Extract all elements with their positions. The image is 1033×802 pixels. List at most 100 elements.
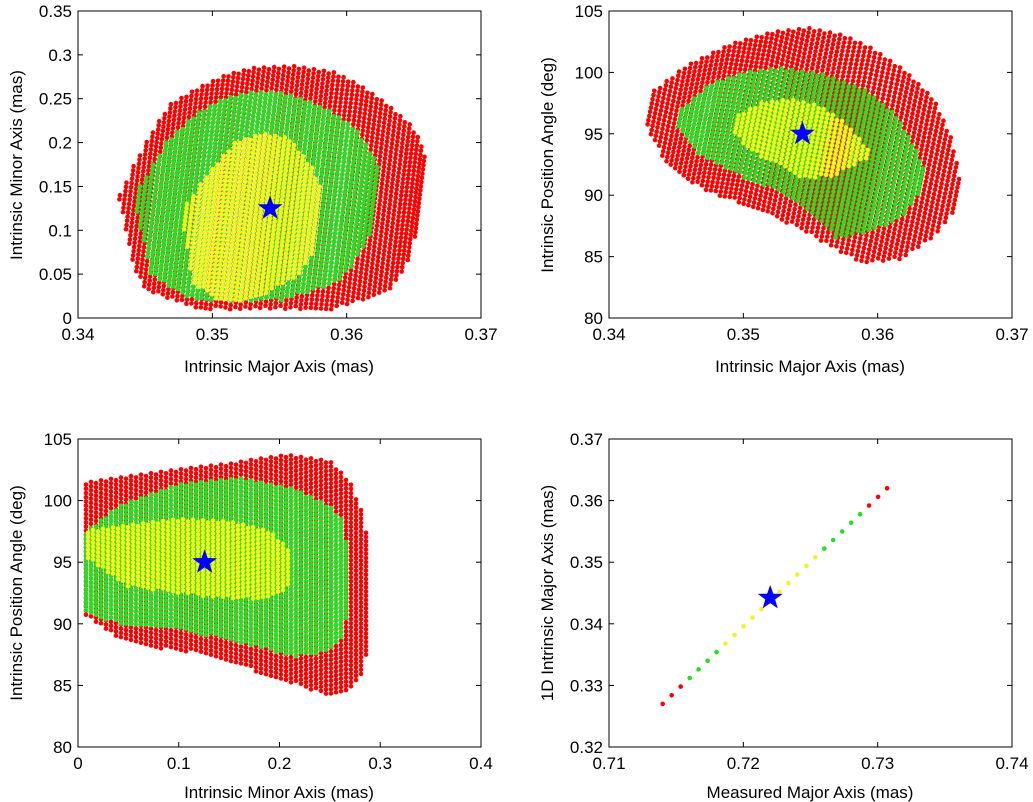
point-outer [128, 184, 134, 190]
point-outer [383, 147, 389, 153]
point-outer [383, 275, 389, 281]
point-middle [218, 140, 223, 145]
point-outer [271, 69, 277, 74]
point-middle [165, 170, 170, 176]
point-middle [345, 209, 351, 214]
point-outer [240, 80, 245, 86]
point-middle [174, 173, 180, 178]
point-middle [371, 160, 376, 165]
point-outer [128, 233, 133, 238]
point-outer [392, 199, 398, 205]
point-middle [188, 141, 193, 147]
point-outer [377, 202, 382, 207]
point-outer [210, 78, 216, 84]
point-middle [184, 252, 190, 257]
point-outer [415, 177, 420, 183]
point-outer [360, 257, 365, 263]
point-middle [271, 109, 277, 114]
point-middle [368, 181, 374, 186]
point-outer [258, 301, 264, 307]
point-outer [376, 119, 382, 124]
point-outer [142, 275, 148, 281]
point-outer [385, 223, 390, 228]
point-middle [353, 222, 359, 227]
point-outer [178, 99, 184, 105]
point-middle [209, 128, 215, 134]
point-middle [290, 285, 296, 290]
point-middle [163, 187, 168, 193]
point-outer [137, 239, 143, 245]
point-middle [306, 281, 311, 286]
point-outer [404, 223, 410, 228]
point-middle [324, 130, 330, 135]
point-middle [347, 238, 352, 244]
point-middle [211, 112, 217, 117]
point-inner [192, 276, 197, 281]
point-inner [201, 279, 207, 285]
point-middle [143, 179, 149, 184]
point-outer [135, 170, 141, 175]
point-middle [217, 148, 222, 154]
point-middle [339, 215, 345, 220]
point-middle [167, 231, 173, 237]
point-outer [130, 172, 135, 177]
point-outer [398, 235, 404, 240]
point-inner [208, 221, 214, 226]
point-outer [376, 206, 382, 212]
point-middle [266, 111, 271, 116]
point-middle [324, 134, 329, 139]
point-middle [248, 90, 254, 95]
point-middle [331, 243, 336, 249]
point-middle [306, 150, 312, 156]
point-middle [299, 125, 305, 131]
point-inner [205, 246, 211, 251]
point-middle [214, 128, 220, 133]
point-outer [379, 181, 385, 186]
point-middle [157, 153, 162, 159]
point-middle [350, 167, 356, 172]
point-middle [306, 277, 312, 282]
point-outer [129, 176, 135, 182]
point-middle [154, 263, 159, 268]
point-middle [275, 120, 280, 125]
point-middle [319, 172, 325, 177]
point-middle [190, 124, 195, 130]
point-middle [363, 142, 369, 148]
point-middle [184, 293, 190, 299]
point-inner [211, 237, 216, 243]
point-middle [233, 95, 238, 101]
point-middle [336, 115, 342, 120]
point-outer [136, 165, 141, 171]
point-outer [253, 303, 258, 309]
point-middle [307, 268, 313, 274]
point-outer [407, 202, 413, 207]
point-middle [323, 224, 328, 229]
point-middle [302, 104, 308, 110]
point-middle [368, 223, 373, 229]
point-outer [350, 298, 355, 304]
point-inner [200, 208, 205, 214]
point-middle [149, 216, 155, 222]
point-inner [201, 196, 207, 201]
point-outer [165, 291, 171, 296]
point-outer [126, 201, 132, 207]
point-middle [325, 160, 331, 165]
point-middle [167, 149, 173, 155]
point-outer [309, 88, 314, 93]
point-middle [186, 158, 191, 163]
point-middle [221, 115, 226, 120]
point-middle [335, 209, 340, 215]
point-outer [368, 104, 374, 109]
point-middle [321, 117, 326, 122]
point-middle [190, 165, 195, 170]
point-outer [137, 243, 142, 249]
point-middle [196, 110, 202, 115]
point-outer [333, 95, 339, 101]
point-outer [378, 189, 384, 195]
point-middle [148, 266, 154, 272]
point-outer [341, 287, 347, 293]
point-middle [353, 226, 359, 232]
point-middle [150, 212, 155, 217]
point-outer [153, 148, 158, 153]
point-outer [409, 224, 415, 229]
